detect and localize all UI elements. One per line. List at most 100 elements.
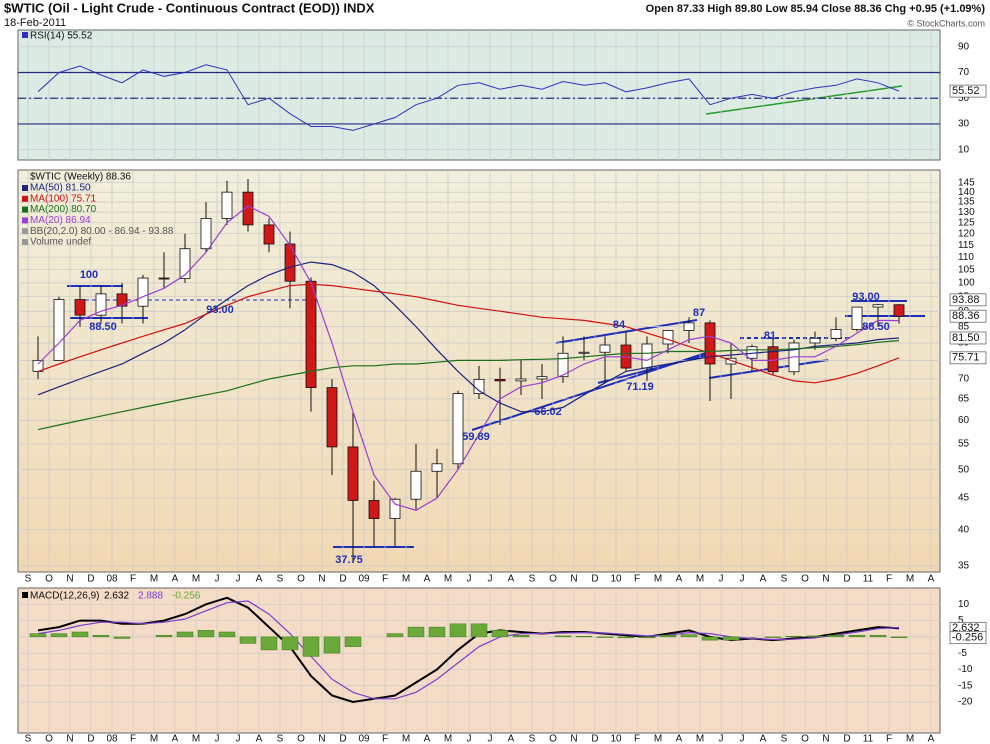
x-tick-label: A — [508, 574, 515, 585]
y-tick-label: 135 — [958, 197, 975, 208]
x-tick-label: J — [467, 734, 472, 744]
histogram-bar — [575, 635, 593, 638]
x-tick-label: J — [719, 734, 724, 744]
candle-body — [368, 500, 380, 519]
candle-body — [389, 498, 401, 519]
x-tick-label: J — [740, 734, 745, 744]
x-tick-label: A — [256, 574, 263, 585]
series-line — [37, 340, 900, 431]
y-tick-label: 70 — [958, 374, 970, 385]
macd-panel — [17, 587, 941, 734]
candle-body — [515, 378, 527, 382]
x-tick-label: M — [150, 734, 158, 744]
histogram-bar — [701, 636, 719, 641]
candle-body — [578, 351, 590, 354]
x-tick-label: 11 — [863, 734, 874, 744]
histogram-bar — [449, 623, 467, 638]
candle-body — [53, 299, 65, 361]
y-tick-label: 60 — [958, 415, 970, 426]
x-tick-label: 08 — [106, 734, 118, 744]
value-tag — [949, 84, 987, 98]
y-tick-label: 35 — [958, 560, 970, 571]
value-tag — [949, 309, 987, 323]
x-tick-label: 08 — [106, 574, 118, 585]
x-tick-label: M — [402, 734, 410, 744]
x-tick-label: J — [215, 734, 220, 744]
candle-body — [683, 322, 695, 331]
x-tick-label: A — [172, 574, 179, 585]
x-tick-label: S — [781, 574, 788, 585]
x-tick-label: M — [402, 574, 410, 585]
rsi-panel — [17, 29, 941, 161]
series-line — [37, 261, 900, 413]
x-tick-label: M — [906, 574, 914, 585]
legend-swatch — [22, 228, 28, 235]
y-tick-label: 145 — [958, 177, 975, 188]
x-tick-label: D — [591, 574, 598, 585]
y-tick-label: 90 — [958, 41, 970, 52]
histogram-bar — [827, 634, 845, 638]
x-tick-label: A — [424, 734, 431, 744]
candle-body — [158, 277, 170, 280]
x-tick-label: N — [570, 734, 577, 744]
legend-swatch — [22, 592, 28, 598]
legend-entry: MA(100) 75.71 — [30, 193, 97, 204]
x-tick-label: N — [822, 734, 829, 744]
legend-swatch — [22, 185, 28, 191]
annotation: 88.50 — [89, 321, 117, 333]
histogram-bar — [71, 631, 89, 638]
annotation: 84 — [613, 319, 626, 331]
histogram-bar — [260, 636, 278, 651]
histogram-bar — [50, 633, 68, 638]
candle-body — [557, 352, 569, 378]
legend-entry: MA(50) 81.50 — [30, 183, 91, 194]
histogram-bar — [680, 634, 698, 638]
y-tick-label: -15 — [958, 680, 973, 691]
x-tick-label: A — [676, 574, 683, 585]
y-tick-label: 5 — [958, 615, 964, 626]
annotation: 66.02 — [534, 406, 562, 418]
x-tick-label: 10 — [610, 734, 622, 744]
legend-swatch — [22, 239, 28, 245]
x-tick-label: O — [45, 574, 53, 585]
y-tick-label: 125 — [958, 217, 975, 228]
value-tag-label: -0.256 — [952, 632, 983, 644]
y-tick-label: 120 — [958, 228, 975, 239]
chart-title: $WTIC (Oil - Light Crude - Continuous Co… — [4, 0, 375, 15]
x-tick-label: N — [570, 574, 577, 585]
histogram-bar — [92, 634, 110, 638]
candle-body — [326, 387, 338, 448]
x-tick-label: A — [508, 734, 515, 744]
x-tick-label: O — [297, 574, 305, 585]
x-tick-label: J — [236, 734, 241, 744]
legend-swatch — [22, 195, 28, 202]
value-tag — [949, 351, 987, 365]
candle-body — [305, 280, 317, 388]
x-tick-label: J — [740, 574, 745, 585]
x-tick-label: A — [424, 574, 431, 585]
annotation: 59.89 — [462, 431, 490, 443]
legend-entry: MA(20) 86.94 — [30, 215, 91, 226]
x-tick-label: F — [886, 574, 892, 585]
x-tick-label: F — [634, 734, 640, 744]
x-tick-label: O — [801, 734, 809, 744]
candle-body — [95, 293, 107, 316]
candle-body — [599, 344, 611, 353]
value-tag-label: 93.88 — [952, 294, 980, 306]
candle-body — [179, 248, 191, 279]
histogram-bar — [869, 634, 887, 638]
legend-swatch — [22, 206, 28, 213]
y-tick-label: 40 — [958, 524, 970, 535]
x-tick-label: M — [696, 734, 704, 744]
x-tick-label: O — [549, 574, 557, 585]
x-tick-label: M — [444, 734, 452, 744]
candle-body — [809, 337, 821, 344]
annotation: 37.75 — [335, 554, 363, 566]
x-tick-label: F — [382, 574, 388, 585]
legend-swatch — [22, 217, 28, 224]
candle-body — [872, 304, 884, 308]
rsi-line — [37, 64, 900, 131]
legend-entry: MA(200) 80.70 — [30, 204, 97, 215]
candle-body — [494, 378, 506, 382]
